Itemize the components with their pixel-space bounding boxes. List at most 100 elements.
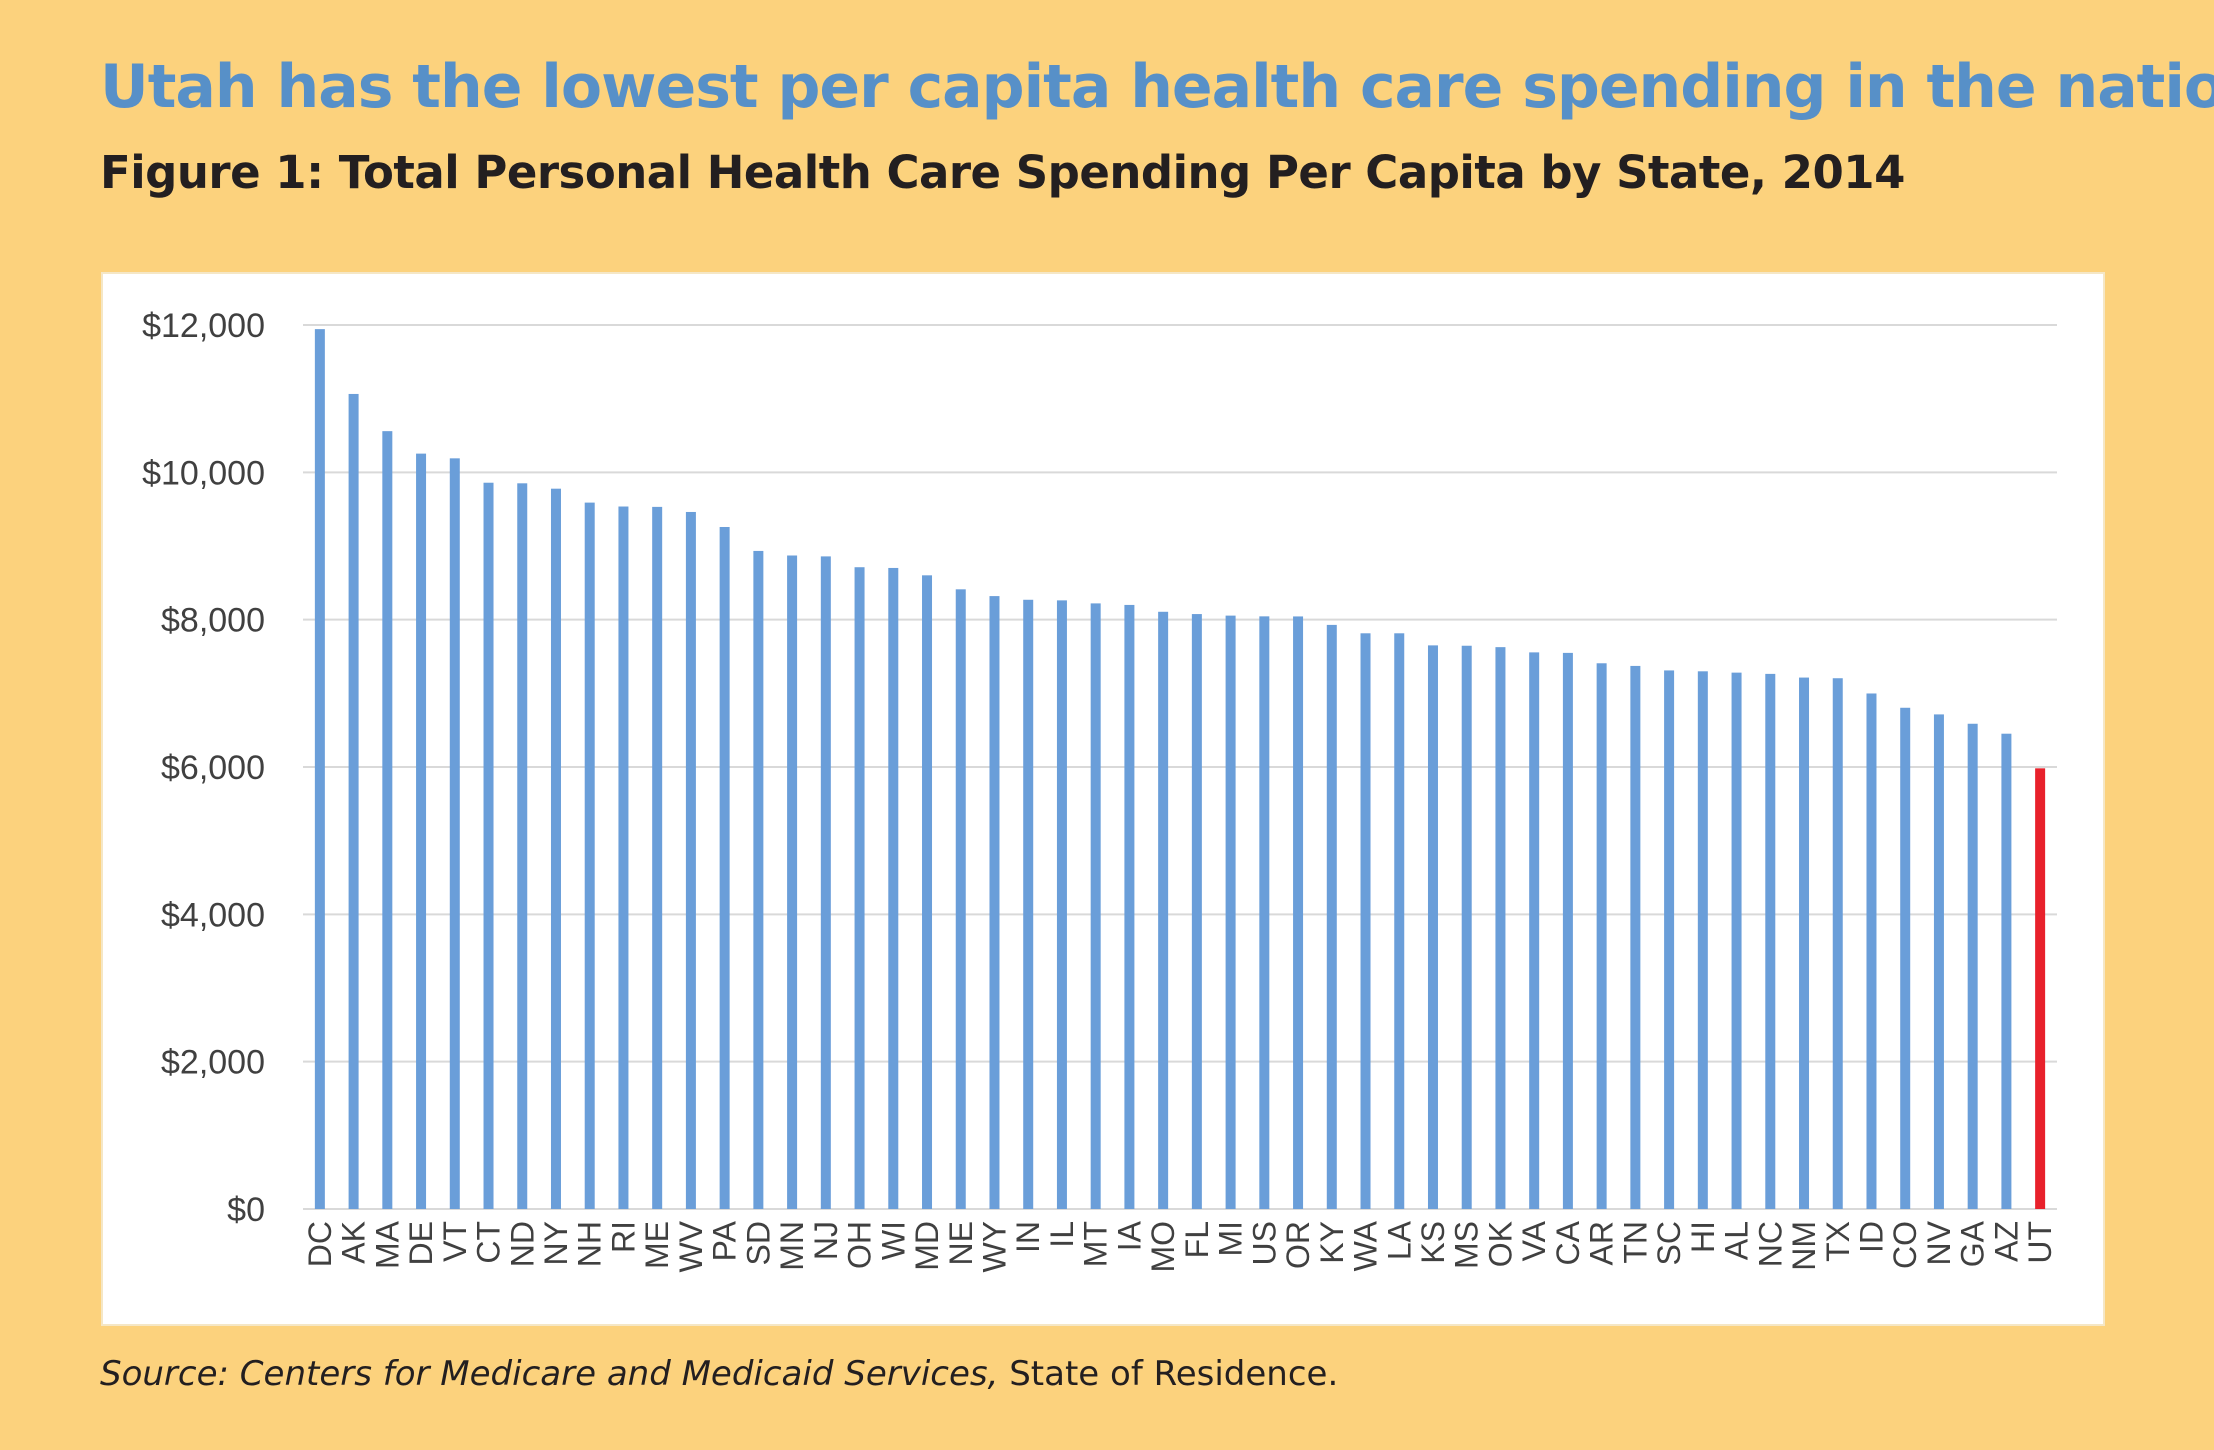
y-axis-ticks: $0 $2,000 $4,000 $6,000 $8,000 $10,000 $12,000 xyxy=(142,307,265,1229)
x-tick-label: CO xyxy=(1887,1221,1923,1269)
y-tick-label: $12,000 xyxy=(142,307,265,345)
x-tick-label: MA xyxy=(369,1220,405,1269)
bar-tx xyxy=(1832,678,1843,1209)
bar-ct xyxy=(483,482,494,1209)
x-tick-label: US xyxy=(1246,1221,1282,1265)
x-tick-label: ME xyxy=(639,1221,675,1269)
bar-il xyxy=(1056,600,1067,1209)
y-tick-label: $0 xyxy=(227,1191,265,1229)
bar-ma xyxy=(382,431,393,1209)
bar-mo xyxy=(1158,611,1169,1209)
y-tick-label: $6,000 xyxy=(161,749,265,787)
x-tick-label: MN xyxy=(774,1221,810,1271)
bar-dc xyxy=(314,329,325,1209)
bar-nj xyxy=(820,556,831,1209)
x-tick-label: NH xyxy=(572,1221,608,1267)
chart-panel: $0 $2,000 $4,000 $6,000 $8,000 $10,000 $12,000… xyxy=(101,272,2105,1326)
x-tick-label: WY xyxy=(976,1221,1012,1273)
bar-wv xyxy=(685,511,696,1209)
bar-nv xyxy=(1933,714,1944,1209)
x-tick-label: OR xyxy=(1280,1221,1316,1269)
bar-ga xyxy=(1967,723,1978,1209)
bar-chart: $0 $2,000 $4,000 $6,000 $8,000 $10,000 $12,000… xyxy=(142,307,2058,1273)
x-tick-label: WI xyxy=(875,1221,911,1260)
bar-tn xyxy=(1630,665,1641,1209)
bar-az xyxy=(2001,733,2012,1209)
bar-ky xyxy=(1326,624,1337,1209)
x-tick-label: WA xyxy=(1348,1220,1384,1271)
bar-pa xyxy=(719,526,730,1209)
bar-us xyxy=(1259,616,1270,1209)
x-tick-label: CA xyxy=(1550,1220,1586,1265)
bar-co xyxy=(1900,707,1911,1209)
x-tick-label: KY xyxy=(1314,1221,1350,1264)
x-tick-label: ND xyxy=(504,1221,540,1267)
x-tick-label: TX xyxy=(1820,1221,1856,1262)
bar-ia xyxy=(1124,604,1135,1209)
x-tick-label: NY xyxy=(538,1221,574,1265)
bar-md xyxy=(922,575,933,1209)
bar-wy xyxy=(989,596,1000,1209)
x-tick-label: MT xyxy=(1078,1221,1114,1267)
bar-mt xyxy=(1090,603,1101,1209)
x-tick-label: CT xyxy=(471,1221,507,1264)
x-tick-label: ID xyxy=(1853,1221,1889,1253)
x-tick-label: AR xyxy=(1584,1221,1620,1265)
x-tick-label: DE xyxy=(403,1221,439,1265)
bar-va xyxy=(1529,652,1540,1209)
y-tick-label: $4,000 xyxy=(161,896,265,934)
bar-wa xyxy=(1360,633,1371,1209)
x-tick-label: FL xyxy=(1179,1221,1215,1258)
x-tick-label: OH xyxy=(842,1221,878,1269)
y-tick-label: $10,000 xyxy=(142,454,265,492)
x-tick-label: NJ xyxy=(808,1221,844,1260)
bar-id xyxy=(1866,693,1877,1209)
x-tick-label: HI xyxy=(1685,1221,1721,1253)
x-tick-label: IA xyxy=(1111,1220,1147,1251)
x-tick-label: NV xyxy=(1921,1220,1957,1265)
x-tick-label: LA xyxy=(1381,1220,1417,1260)
x-tick-label: IL xyxy=(1044,1221,1080,1248)
bar-de xyxy=(416,453,427,1209)
x-tick-label: AL xyxy=(1719,1221,1755,1260)
bar-ms xyxy=(1461,645,1472,1209)
x-tick-label: MS xyxy=(1449,1221,1485,1269)
bar-la xyxy=(1394,633,1405,1209)
x-tick-label: IN xyxy=(1010,1221,1046,1253)
x-tick-label: WV xyxy=(673,1220,709,1272)
x-tick-label: RI xyxy=(605,1221,641,1253)
bar-nc xyxy=(1765,673,1776,1209)
x-tick-label: VT xyxy=(437,1221,473,1262)
bar-al xyxy=(1731,672,1742,1209)
x-tick-label: AZ xyxy=(1988,1221,2024,1262)
x-tick-label: AK xyxy=(336,1221,372,1264)
x-axis-ticks: DCAKMADEVTCTNDNYNHRIMEWVPASDMNNJOHWIMDNE… xyxy=(302,1220,2058,1272)
source-note: Source: Centers for Medicare and Medicai… xyxy=(100,1354,1338,1394)
bar-nm xyxy=(1799,677,1810,1209)
source-regular: State of Residence. xyxy=(998,1354,1339,1394)
bar-ri xyxy=(618,506,629,1209)
bar-ut xyxy=(2035,768,2046,1209)
bar-me xyxy=(652,506,663,1209)
bar-ne xyxy=(955,589,966,1209)
x-tick-label: PA xyxy=(707,1220,743,1261)
x-tick-label: OK xyxy=(1482,1221,1518,1267)
bar-wi xyxy=(888,567,899,1209)
bar-nh xyxy=(584,502,595,1209)
x-tick-label: KS xyxy=(1415,1221,1451,1264)
bar-in xyxy=(1023,599,1034,1209)
bar-or xyxy=(1293,616,1304,1209)
x-tick-label: DC xyxy=(302,1221,338,1267)
bar-fl xyxy=(1191,614,1202,1209)
bar-oh xyxy=(854,567,865,1209)
y-tick-label: $8,000 xyxy=(161,602,265,640)
source-italic: Source: Centers for Medicare and Medicai… xyxy=(100,1354,999,1394)
bar-ca xyxy=(1562,652,1573,1209)
x-tick-label: MO xyxy=(1145,1221,1181,1273)
bar-mn xyxy=(787,555,798,1209)
bar-sc xyxy=(1664,670,1675,1209)
headline: Utah has the lowest per capita health ca… xyxy=(100,52,2214,122)
x-tick-label: UT xyxy=(2022,1221,2058,1264)
x-tick-label: MI xyxy=(1213,1221,1249,1257)
bar-vt xyxy=(449,458,460,1209)
